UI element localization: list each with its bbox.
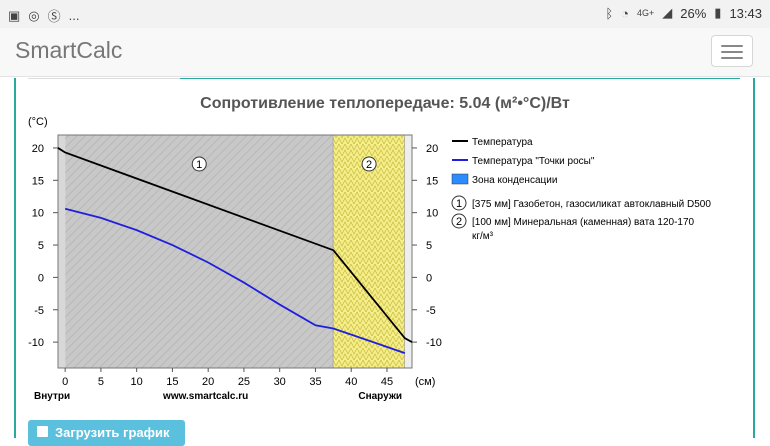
- x-tick-label: 45: [381, 376, 393, 388]
- tab-border: [28, 78, 180, 79]
- layer-legend-number: 1: [456, 198, 462, 210]
- clock: 13:43: [729, 5, 762, 21]
- legend-label: Температура: [472, 137, 533, 148]
- outside-air-region: [404, 135, 412, 368]
- image-icon: ▣: [8, 7, 21, 23]
- series-line-temperature: [57, 147, 413, 343]
- hamburger-icon-bar: [721, 51, 743, 53]
- legend-label: Зона конденсации: [472, 175, 557, 186]
- y-tick-label-right: 20: [426, 143, 438, 155]
- y-tick-label-left: 10: [32, 208, 44, 220]
- x-tick-label: 20: [202, 376, 214, 388]
- app-navbar: SmartCalc: [0, 28, 770, 77]
- y-tick-label-left: 0: [38, 272, 44, 284]
- layer-marker: [191, 156, 207, 172]
- inside-label: Внутри: [34, 391, 70, 402]
- menu-toggle-button[interactable]: [711, 35, 753, 67]
- hamburger-icon: [721, 45, 743, 47]
- layer-legend-marker: [451, 213, 467, 229]
- legend-label: Температура "Точки росы": [472, 156, 595, 167]
- legend-condensation-swatch: [451, 173, 469, 185]
- x-tick-label: 40: [345, 376, 357, 388]
- status-bar: ▣ ◎ Ⓢ ... ᛒ ◔ 4G+ ◢ 26% ▮ 13:43: [0, 0, 770, 28]
- y-tick-label-right: 15: [426, 175, 438, 187]
- y-tick-label-left: -5: [34, 305, 44, 317]
- y-tick-label-right: 0: [426, 272, 432, 284]
- download-chart-button[interactable]: Загрузить график: [28, 420, 185, 446]
- x-tick-label: 35: [309, 376, 321, 388]
- layer-marker-number: 1: [196, 159, 202, 171]
- layer-legend-marker: [451, 195, 467, 211]
- signal-icon: ◢: [662, 5, 673, 20]
- hamburger-icon-bar: [721, 57, 743, 59]
- y-tick-label-left: 20: [32, 143, 44, 155]
- x-tick-label: 5: [98, 376, 104, 388]
- save-icon: [37, 426, 48, 437]
- battery-percent: 26%: [680, 5, 707, 21]
- y-tick-label-right: 5: [426, 240, 432, 252]
- layer-marker-number: 2: [366, 159, 372, 171]
- layer-region-1: [65, 135, 334, 368]
- inside-air-region: [58, 135, 66, 368]
- temperature-chart: 1 2 20 20 15 15 10 10 5 5 0 0 -5 -5 -10 -10 0 5 10 15 20 25 30…: [28, 116, 711, 402]
- x-tick-label: 30: [274, 376, 286, 388]
- y-tick-label-right: 10: [426, 208, 438, 220]
- alarm-icon: ◔: [621, 5, 629, 21]
- y-tick-label-right: -5: [426, 305, 436, 317]
- series-line-dew-point: [64, 207, 406, 354]
- layer-legend-number: 2: [456, 216, 462, 228]
- layer-legend-label-cont: кг/м³: [472, 231, 494, 242]
- skype-icon: Ⓢ: [47, 9, 61, 24]
- y-axis-label: (°С): [28, 116, 48, 128]
- y-tick-label-left: -10: [28, 337, 44, 349]
- tab-active-border: [180, 78, 740, 79]
- chart-title: Сопротивление теплопередаче: 5.04 (м²•°С…: [200, 95, 570, 112]
- layer-region-2: [333, 135, 405, 368]
- layer-marker: [361, 156, 377, 172]
- more-notifications-icon: ...: [68, 8, 80, 23]
- x-tick-label: 0: [62, 376, 68, 388]
- outside-label: Снаружи: [358, 391, 402, 402]
- y-tick-label-left: 5: [38, 240, 44, 252]
- network-type-label: 4G+: [637, 8, 655, 18]
- y-tick-label-right: -10: [426, 337, 442, 349]
- brand-logo[interactable]: SmartCalc: [15, 37, 123, 63]
- site-label: www.smartcalc.ru: [162, 391, 248, 402]
- layer-legend-label: [375 мм] Газобетон, газосиликат автоклав…: [472, 198, 711, 210]
- x-tick-label: 10: [131, 376, 143, 388]
- bluetooth-icon: ᛒ: [605, 5, 614, 21]
- x-axis-label: (см): [415, 376, 435, 388]
- y-tick-label-left: 15: [32, 175, 44, 187]
- x-tick-label: 25: [238, 376, 250, 388]
- layer-legend-label: [100 мм] Минеральная (каменная) вата 120…: [472, 217, 695, 228]
- whatsapp-icon: ◎: [28, 7, 40, 23]
- battery-icon: ▮: [714, 5, 722, 20]
- content-panel: [14, 78, 755, 438]
- plot-frame: [57, 134, 413, 369]
- x-tick-label: 15: [166, 376, 178, 388]
